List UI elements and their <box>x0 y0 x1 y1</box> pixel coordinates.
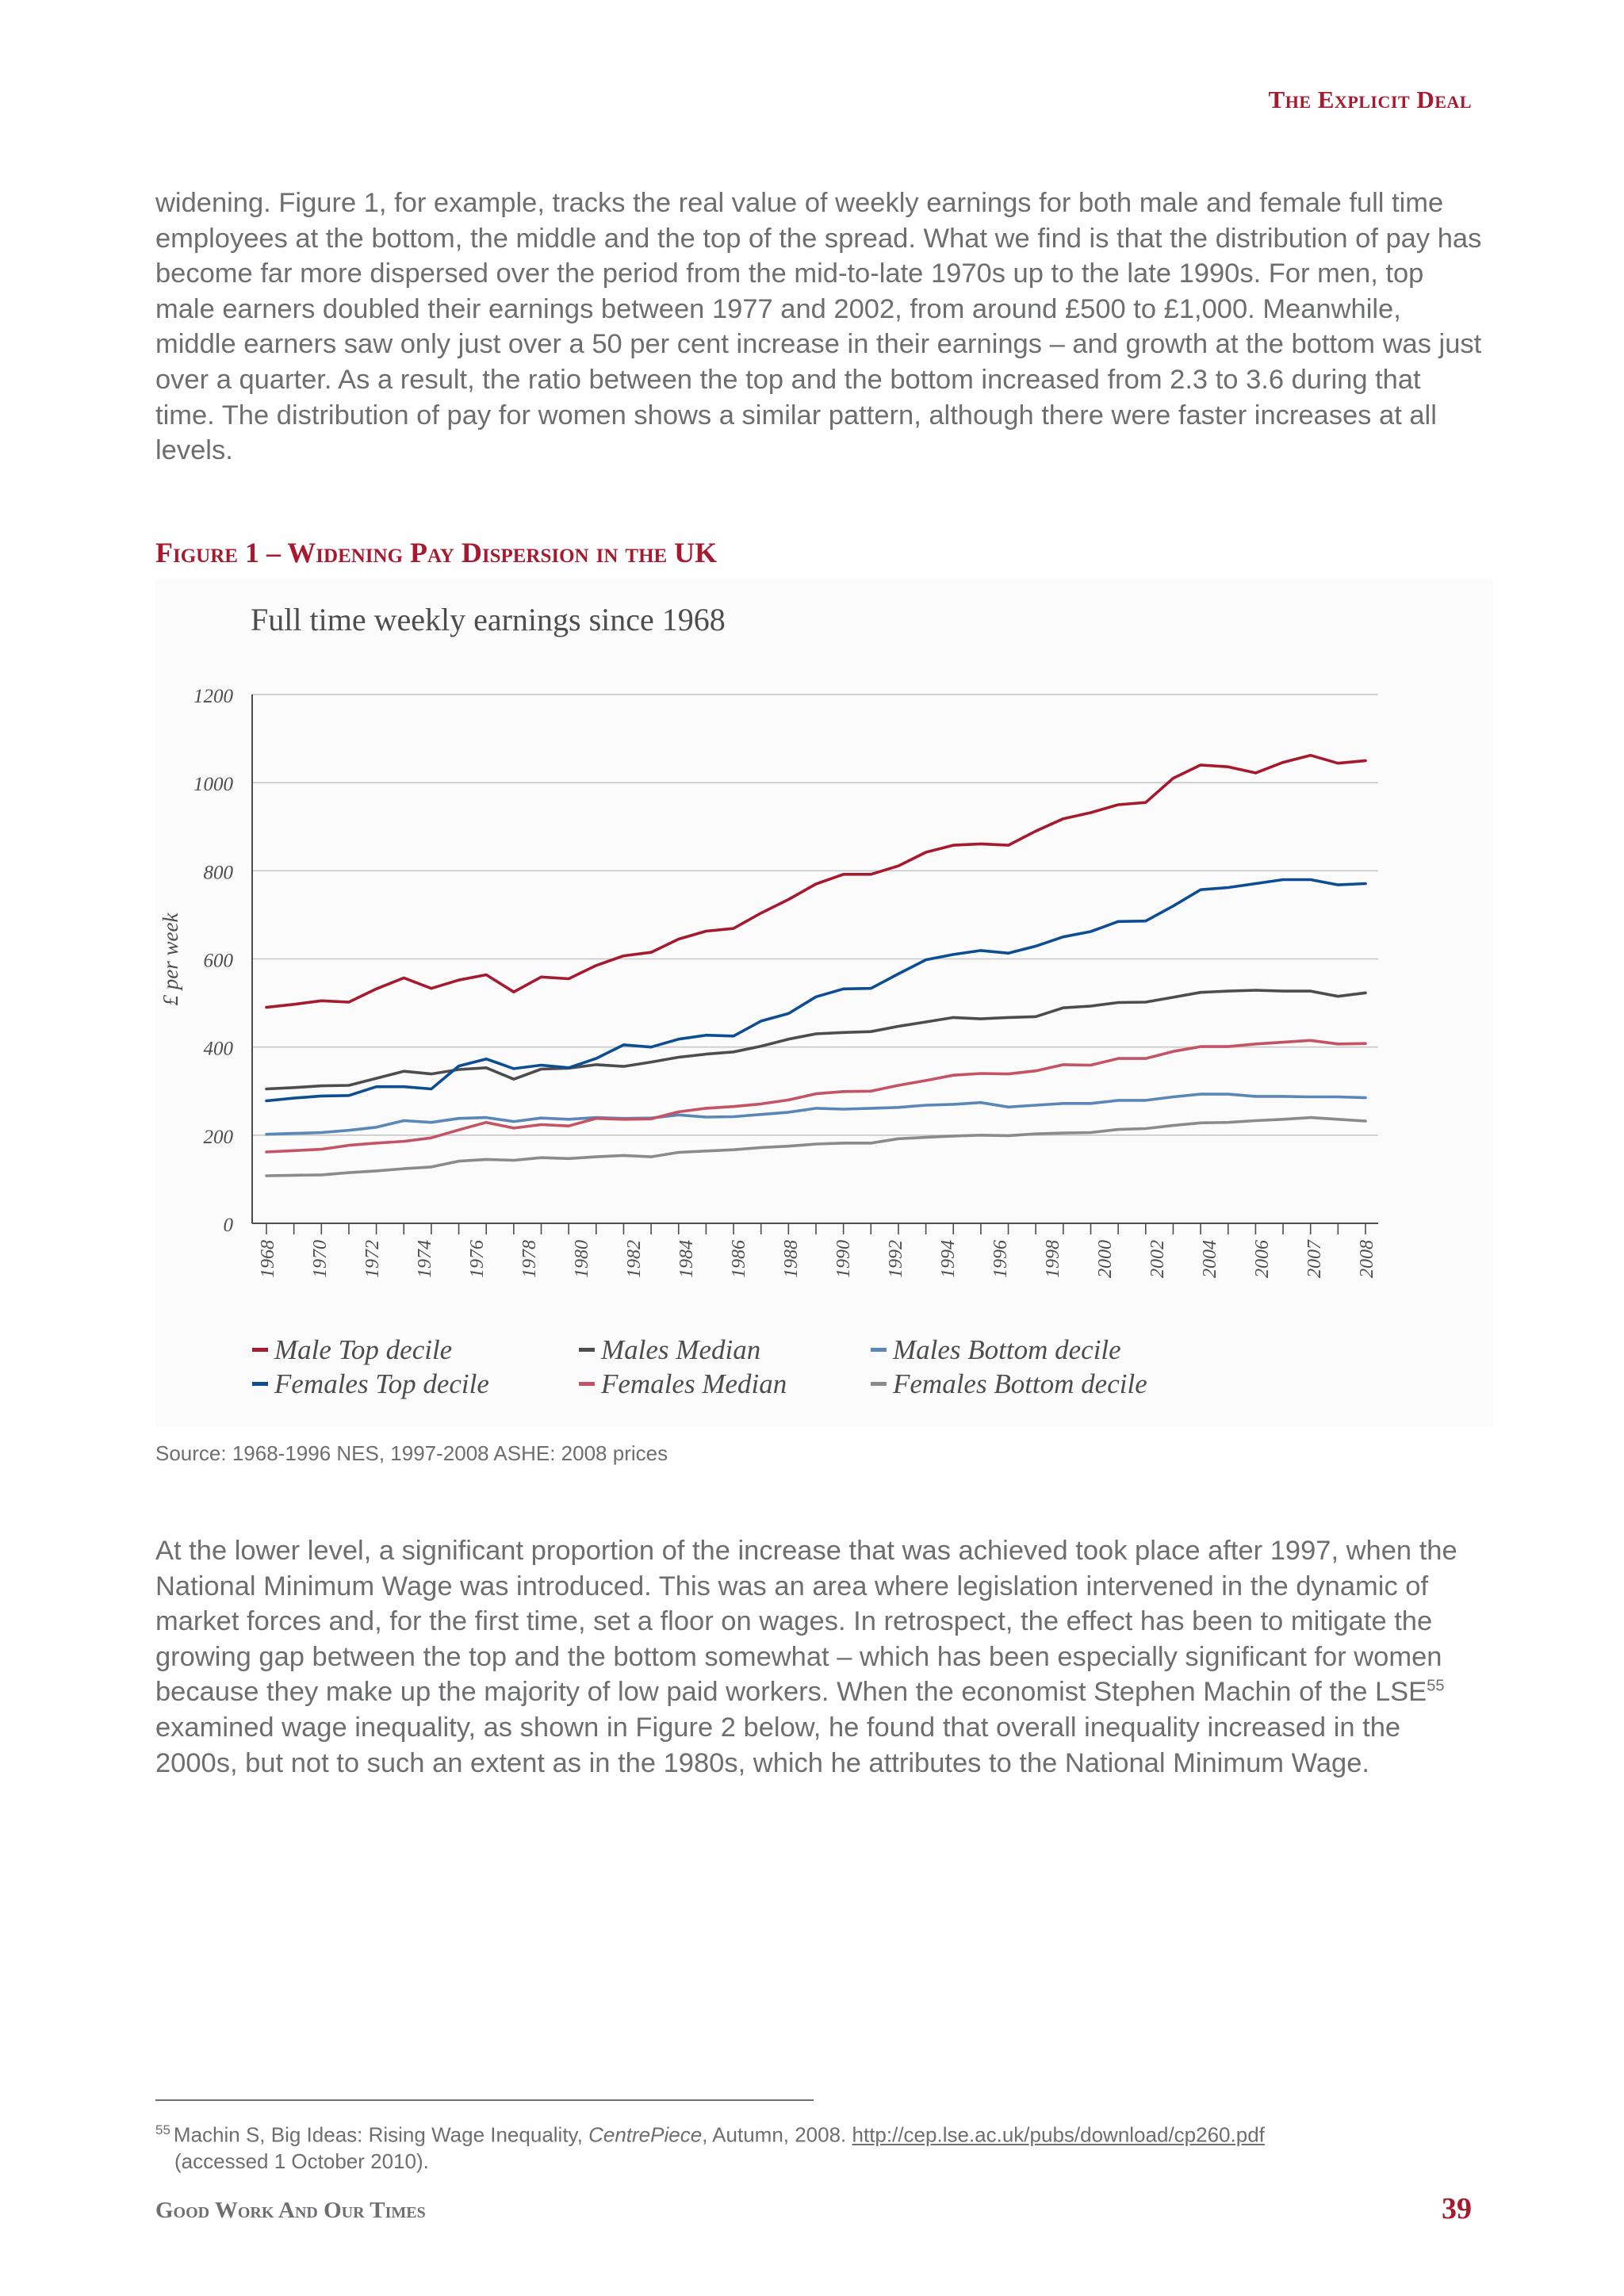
series-line-1 <box>265 989 1367 1091</box>
x-tick-label: 2000 <box>1095 1240 1116 1278</box>
x-tick-label: 2008 <box>1357 1240 1377 1278</box>
legend-item-female-median: Females Median <box>579 1368 871 1400</box>
footnote-reference[interactable]: 55 <box>1427 1677 1445 1695</box>
paragraph-minimum-wage: At the lower level, a significant propor… <box>155 1533 1484 1781</box>
footnote-text-after: , Autumn, 2008. <box>702 2122 852 2147</box>
series-line-5 <box>265 1115 1367 1177</box>
footnote-divider <box>155 2099 814 2101</box>
legend-label: Male Top decile <box>274 1334 453 1365</box>
footnote-line-2: (accessed 1 October 2010). <box>174 2149 429 2173</box>
footnote-link[interactable]: http://cep.lse.ac.uk/pubs/download/cp260… <box>852 2122 1265 2147</box>
series-line-0 <box>265 753 1367 1009</box>
x-tick-label: 1972 <box>362 1240 383 1278</box>
legend-label: Females Bottom decile <box>893 1368 1147 1399</box>
x-tick-label: 2002 <box>1147 1240 1168 1278</box>
paragraph-text: At the lower level, a significant propor… <box>155 1536 1457 1708</box>
legend-item-female-top: Females Top decile <box>252 1368 579 1400</box>
footnote: 55 Machin S, Big Ideas: Rising Wage Inequ… <box>155 2117 1484 2175</box>
chart-panel <box>155 579 1492 1427</box>
line-chart: 0 200 400 600 800 1000 1200 1968 1970 1972 1974 197… <box>159 686 1378 1278</box>
footnote-text: Machin S, Big Ideas: Rising Wage Inequal… <box>173 2122 589 2147</box>
legend-item-male-bottom: Males Bottom decile <box>871 1334 1204 1366</box>
legend-swatch-female-bottom <box>871 1382 887 1386</box>
legend-item-male-median: Males Median <box>579 1334 871 1366</box>
legend-label: Females Top decile <box>274 1368 489 1399</box>
y-tick-label: 200 <box>204 1127 234 1148</box>
x-tick-label: 1976 <box>467 1240 488 1278</box>
x-tick-label: 1970 <box>310 1240 331 1278</box>
chart-title: Full time weekly earnings since 1968 <box>251 602 726 637</box>
x-tick-label: 2004 <box>1200 1240 1220 1278</box>
x-tick-label: 1988 <box>781 1240 802 1278</box>
y-tick-label: 800 <box>204 862 234 883</box>
x-tick-label: 2006 <box>1252 1240 1273 1278</box>
footnote-publication: CentrePiece <box>588 2122 703 2147</box>
paragraph-intro: widening. Figure 1, for example, tracks … <box>155 188 1482 466</box>
figure-source: Source: 1968-1996 NES, 1997-2008 ASHE: 2… <box>155 1441 668 1465</box>
x-tick-label: 1968 <box>258 1240 278 1278</box>
x-tick-label: 1982 <box>624 1240 645 1278</box>
chart-legend: Male Top decile Males Median Males Botto… <box>252 1334 1204 1400</box>
x-tick-label: 1996 <box>990 1240 1011 1278</box>
x-tick-label: 1978 <box>519 1240 540 1278</box>
legend-item-female-bottom: Females Bottom decile <box>871 1368 1204 1400</box>
legend-swatch-female-top <box>252 1382 268 1386</box>
y-tick-label: 0 <box>224 1215 234 1236</box>
footnote-number: 55 <box>155 2122 170 2137</box>
running-head: The Explicit Deal <box>1268 86 1472 113</box>
x-tick-label: 1992 <box>886 1240 906 1278</box>
y-tick-label: 600 <box>204 951 234 972</box>
legend-swatch-female-median <box>579 1382 595 1386</box>
legend-swatch-male-bottom <box>871 1348 887 1352</box>
figure-heading: Figure 1 – Widening Pay Dispersion in th… <box>155 537 718 568</box>
x-tick-label: 1980 <box>572 1240 592 1278</box>
legend-swatch-male-top <box>252 1348 268 1352</box>
x-tick-label: 1990 <box>833 1240 854 1278</box>
footer-title: Good Work And Our Times <box>155 2198 426 2223</box>
series-line-3 <box>265 878 1367 1103</box>
x-tick-label: 1998 <box>1043 1240 1063 1278</box>
legend-item-male-top: Male Top decile <box>252 1334 579 1366</box>
footnote-line-1: 55 Machin S, Big Ideas: Rising Wage Inequ… <box>155 2117 1484 2149</box>
legend-label: Males Bottom decile <box>893 1334 1121 1365</box>
series-line-2 <box>265 1093 1367 1136</box>
series-line-4 <box>265 1039 1367 1154</box>
legend-swatch-male-median <box>579 1348 595 1352</box>
y-tick-label: 1000 <box>193 774 234 795</box>
y-axis-label: £ per week <box>159 913 182 1006</box>
x-tick-label: 1994 <box>938 1240 959 1278</box>
x-tick-label: 1974 <box>415 1240 435 1278</box>
x-tick-label: 2007 <box>1304 1239 1325 1278</box>
paragraph-text-end: examined wage inequality, as shown in Fi… <box>155 1712 1401 1778</box>
y-tick-label: 400 <box>204 1039 234 1060</box>
y-tick-label: 1200 <box>193 686 234 707</box>
legend-label: Males Median <box>601 1334 761 1365</box>
page-number: 39 <box>1442 2192 1472 2225</box>
x-tick-label: 1986 <box>729 1240 749 1278</box>
legend-label: Females Median <box>601 1368 787 1399</box>
x-tick-label: 1984 <box>676 1240 697 1278</box>
